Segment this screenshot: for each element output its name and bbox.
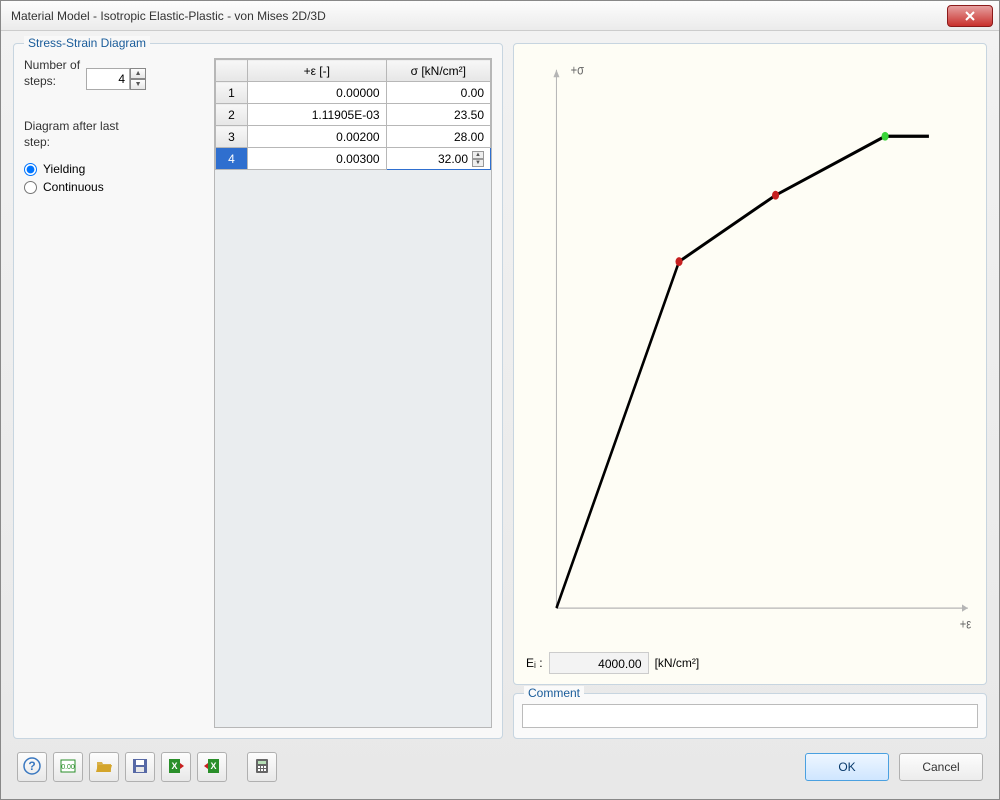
calculator-icon bbox=[253, 757, 271, 778]
window-title: Material Model - Isotropic Elastic-Plast… bbox=[11, 9, 326, 23]
units-icon: 0.00 bbox=[59, 757, 77, 778]
cell-epsilon[interactable]: 0.00000 bbox=[248, 82, 387, 104]
ei-label: Eᵢ : bbox=[526, 656, 543, 670]
comment-legend: Comment bbox=[524, 686, 584, 700]
table-row[interactable]: 30.0020028.00 bbox=[216, 126, 491, 148]
cell-spin-up[interactable]: ▲ bbox=[472, 151, 484, 159]
radio-yielding[interactable]: Yielding bbox=[24, 162, 204, 176]
svg-text:X: X bbox=[171, 761, 177, 771]
svg-text:X: X bbox=[210, 761, 216, 771]
ei-unit: [kN/cm²] bbox=[655, 656, 700, 670]
stress-strain-panel: Stress-Strain Diagram Number of steps: bbox=[13, 43, 503, 739]
save-icon bbox=[131, 757, 149, 778]
svg-text:?: ? bbox=[28, 759, 35, 773]
excel-export-icon: X bbox=[167, 757, 185, 778]
row-number: 2 bbox=[216, 104, 248, 126]
svg-text:+σ: +σ bbox=[571, 63, 585, 78]
svg-text:+ε: +ε bbox=[960, 616, 972, 631]
cell-sigma[interactable]: 23.50 bbox=[386, 104, 490, 126]
table-row[interactable]: 10.000000.00 bbox=[216, 82, 491, 104]
bottom-toolbar: ? 0.00 X X bbox=[17, 752, 277, 782]
comment-panel: Comment bbox=[513, 693, 987, 739]
table-row[interactable]: 21.11905E-0323.50 bbox=[216, 104, 491, 126]
col-header-epsilon: +ε [-] bbox=[248, 60, 387, 82]
col-header-sigma: σ [kN/cm²] bbox=[386, 60, 490, 82]
units-button[interactable]: 0.00 bbox=[53, 752, 83, 782]
steps-label: Number of bbox=[24, 58, 80, 74]
steps-input[interactable] bbox=[86, 68, 130, 90]
radio-continuous-label: Continuous bbox=[43, 180, 104, 194]
chart-panel: +σ +ε Eᵢ : 4000.00 [kN/cm²] bbox=[513, 43, 987, 685]
cell-sigma[interactable]: 28.00 bbox=[386, 126, 490, 148]
radio-continuous[interactable]: Continuous bbox=[24, 180, 204, 194]
steps-label-2: steps: bbox=[24, 74, 80, 90]
row-number: 1 bbox=[216, 82, 248, 104]
after-step-label-1: Diagram after last bbox=[24, 119, 204, 135]
data-table-wrap: +ε [-] σ [kN/cm²] 10.000000.0021.11905E-… bbox=[214, 58, 492, 728]
dialog-window: Material Model - Isotropic Elastic-Plast… bbox=[0, 0, 1000, 800]
excel-import-button[interactable]: X bbox=[197, 752, 227, 782]
cancel-button[interactable]: Cancel bbox=[899, 753, 983, 781]
cell-sigma[interactable]: 0.00 bbox=[386, 82, 490, 104]
help-icon: ? bbox=[23, 757, 41, 778]
steps-spin-down[interactable]: ▼ bbox=[130, 79, 146, 90]
help-button[interactable]: ? bbox=[17, 752, 47, 782]
comment-input[interactable] bbox=[522, 704, 978, 728]
radio-yielding-input[interactable] bbox=[24, 163, 37, 176]
cell-epsilon[interactable]: 1.11905E-03 bbox=[248, 104, 387, 126]
close-button[interactable] bbox=[947, 5, 993, 27]
row-number: 4 bbox=[216, 148, 248, 170]
steps-spin-up[interactable]: ▲ bbox=[130, 68, 146, 79]
cell-epsilon[interactable]: 0.00200 bbox=[248, 126, 387, 148]
save-button[interactable] bbox=[125, 752, 155, 782]
radio-continuous-input[interactable] bbox=[24, 181, 37, 194]
cell-sigma[interactable]: 32.00▲▼ bbox=[386, 148, 490, 170]
row-number: 3 bbox=[216, 126, 248, 148]
ei-value: 4000.00 bbox=[549, 652, 649, 674]
radio-yielding-label: Yielding bbox=[43, 162, 85, 176]
stress-strain-chart: +σ +ε bbox=[522, 52, 978, 646]
open-button[interactable] bbox=[89, 752, 119, 782]
col-header-row bbox=[216, 60, 248, 82]
close-icon bbox=[964, 10, 976, 22]
excel-import-icon: X bbox=[203, 757, 221, 778]
table-row[interactable]: 40.0030032.00▲▼ bbox=[216, 148, 491, 170]
excel-export-button[interactable]: X bbox=[161, 752, 191, 782]
ok-button[interactable]: OK bbox=[805, 753, 889, 781]
stress-strain-table[interactable]: +ε [-] σ [kN/cm²] 10.000000.0021.11905E-… bbox=[215, 59, 491, 170]
cell-spin-down[interactable]: ▼ bbox=[472, 159, 484, 167]
open-icon bbox=[95, 757, 113, 778]
calculator-button[interactable] bbox=[247, 752, 277, 782]
cell-epsilon[interactable]: 0.00300 bbox=[248, 148, 387, 170]
panel-legend: Stress-Strain Diagram bbox=[24, 36, 150, 50]
titlebar: Material Model - Isotropic Elastic-Plast… bbox=[1, 1, 999, 31]
after-step-label-2: step: bbox=[24, 135, 204, 151]
svg-text:0.00: 0.00 bbox=[61, 764, 75, 771]
